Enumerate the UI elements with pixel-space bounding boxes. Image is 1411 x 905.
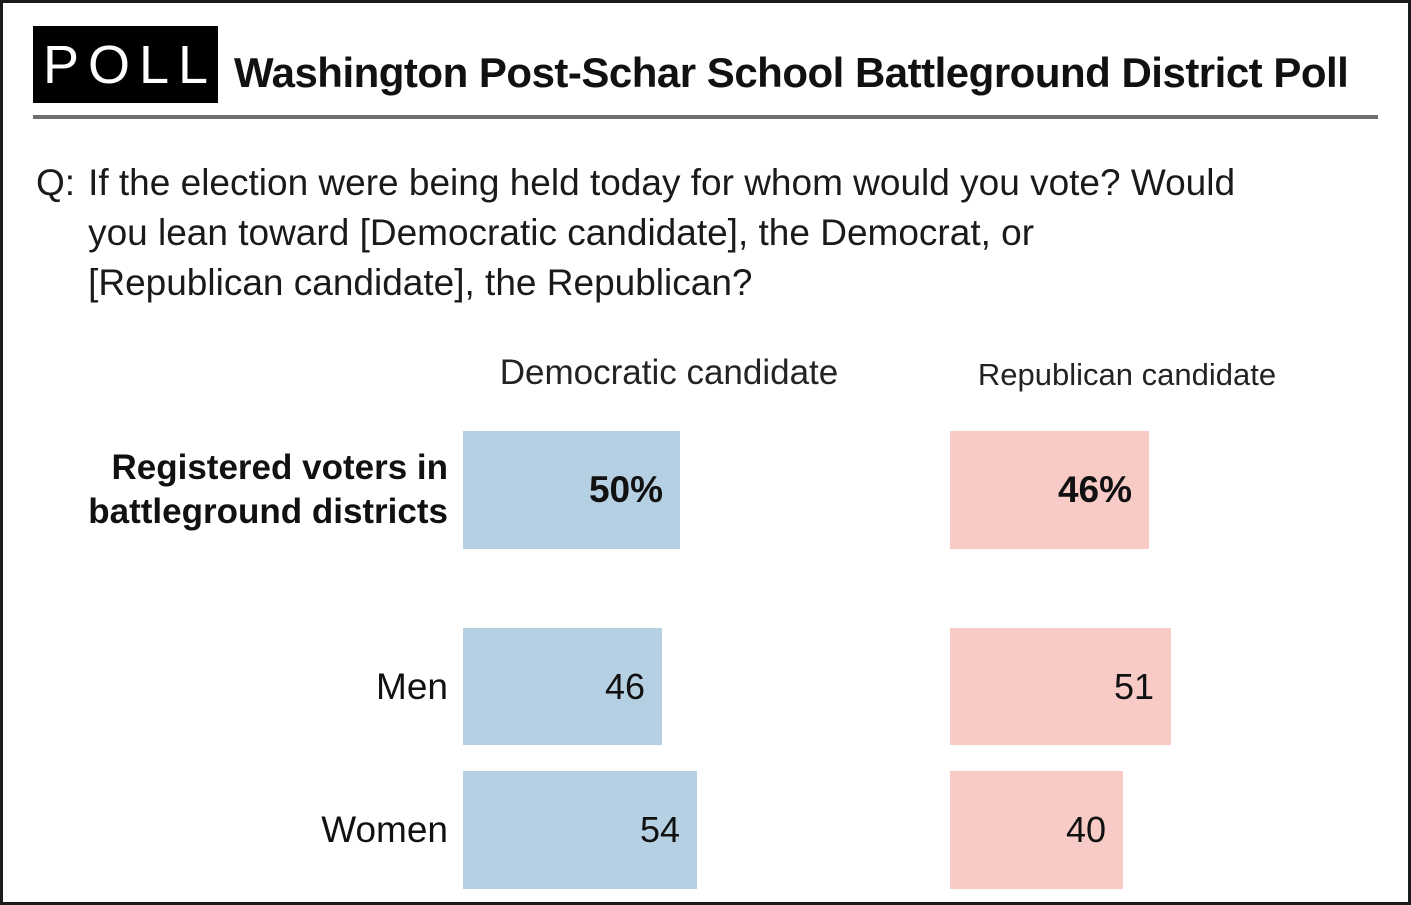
bar-value-label: 50% — [588, 469, 663, 510]
bar-value-label: 40 — [1065, 809, 1106, 850]
row-label-line: Men — [376, 665, 448, 707]
row-label-women: Women — [3, 771, 448, 889]
page-title: Washington Post-Schar School Battlegroun… — [234, 49, 1349, 96]
question-prefix: Q: — [36, 162, 76, 203]
row-label-line: battleground districts — [88, 492, 448, 531]
bar-value-label: 46 — [604, 665, 645, 707]
row-label-registered-voters: Registered voters in battleground distri… — [3, 431, 448, 549]
poll-question: Q: If the election were being held today… — [36, 158, 1235, 308]
column-header-democratic: Democratic candidate — [499, 353, 839, 392]
bar-value-label: 51 — [1113, 665, 1154, 707]
bar-democratic-women: 54 — [463, 771, 697, 889]
bar-value-label: 54 — [639, 809, 680, 850]
bar-republican-men: 51 — [950, 628, 1171, 745]
question-line: you lean toward [Democratic candidate], … — [88, 212, 1035, 253]
row-label-line: Registered voters in — [111, 448, 449, 487]
header-divider — [33, 115, 1378, 119]
row-label-line: Women — [321, 809, 448, 850]
bar-democratic-registered-voters: 50% — [463, 431, 680, 549]
bar-democratic-men: 46 — [463, 628, 662, 745]
question-text: If the election were being held today fo… — [88, 158, 1235, 308]
poll-badge-label: POLL — [42, 34, 218, 95]
bar-value-label: 46% — [1057, 469, 1132, 510]
bar-republican-registered-voters: 46% — [950, 431, 1149, 549]
question-line: [Republican candidate], the Republican? — [88, 262, 753, 303]
poll-badge: POLL — [33, 26, 218, 103]
row-label-men: Men — [3, 628, 448, 745]
column-header-republican: Republican candidate — [977, 357, 1277, 392]
question-line: If the election were being held today fo… — [88, 162, 1236, 203]
bar-republican-women: 40 — [950, 771, 1123, 889]
